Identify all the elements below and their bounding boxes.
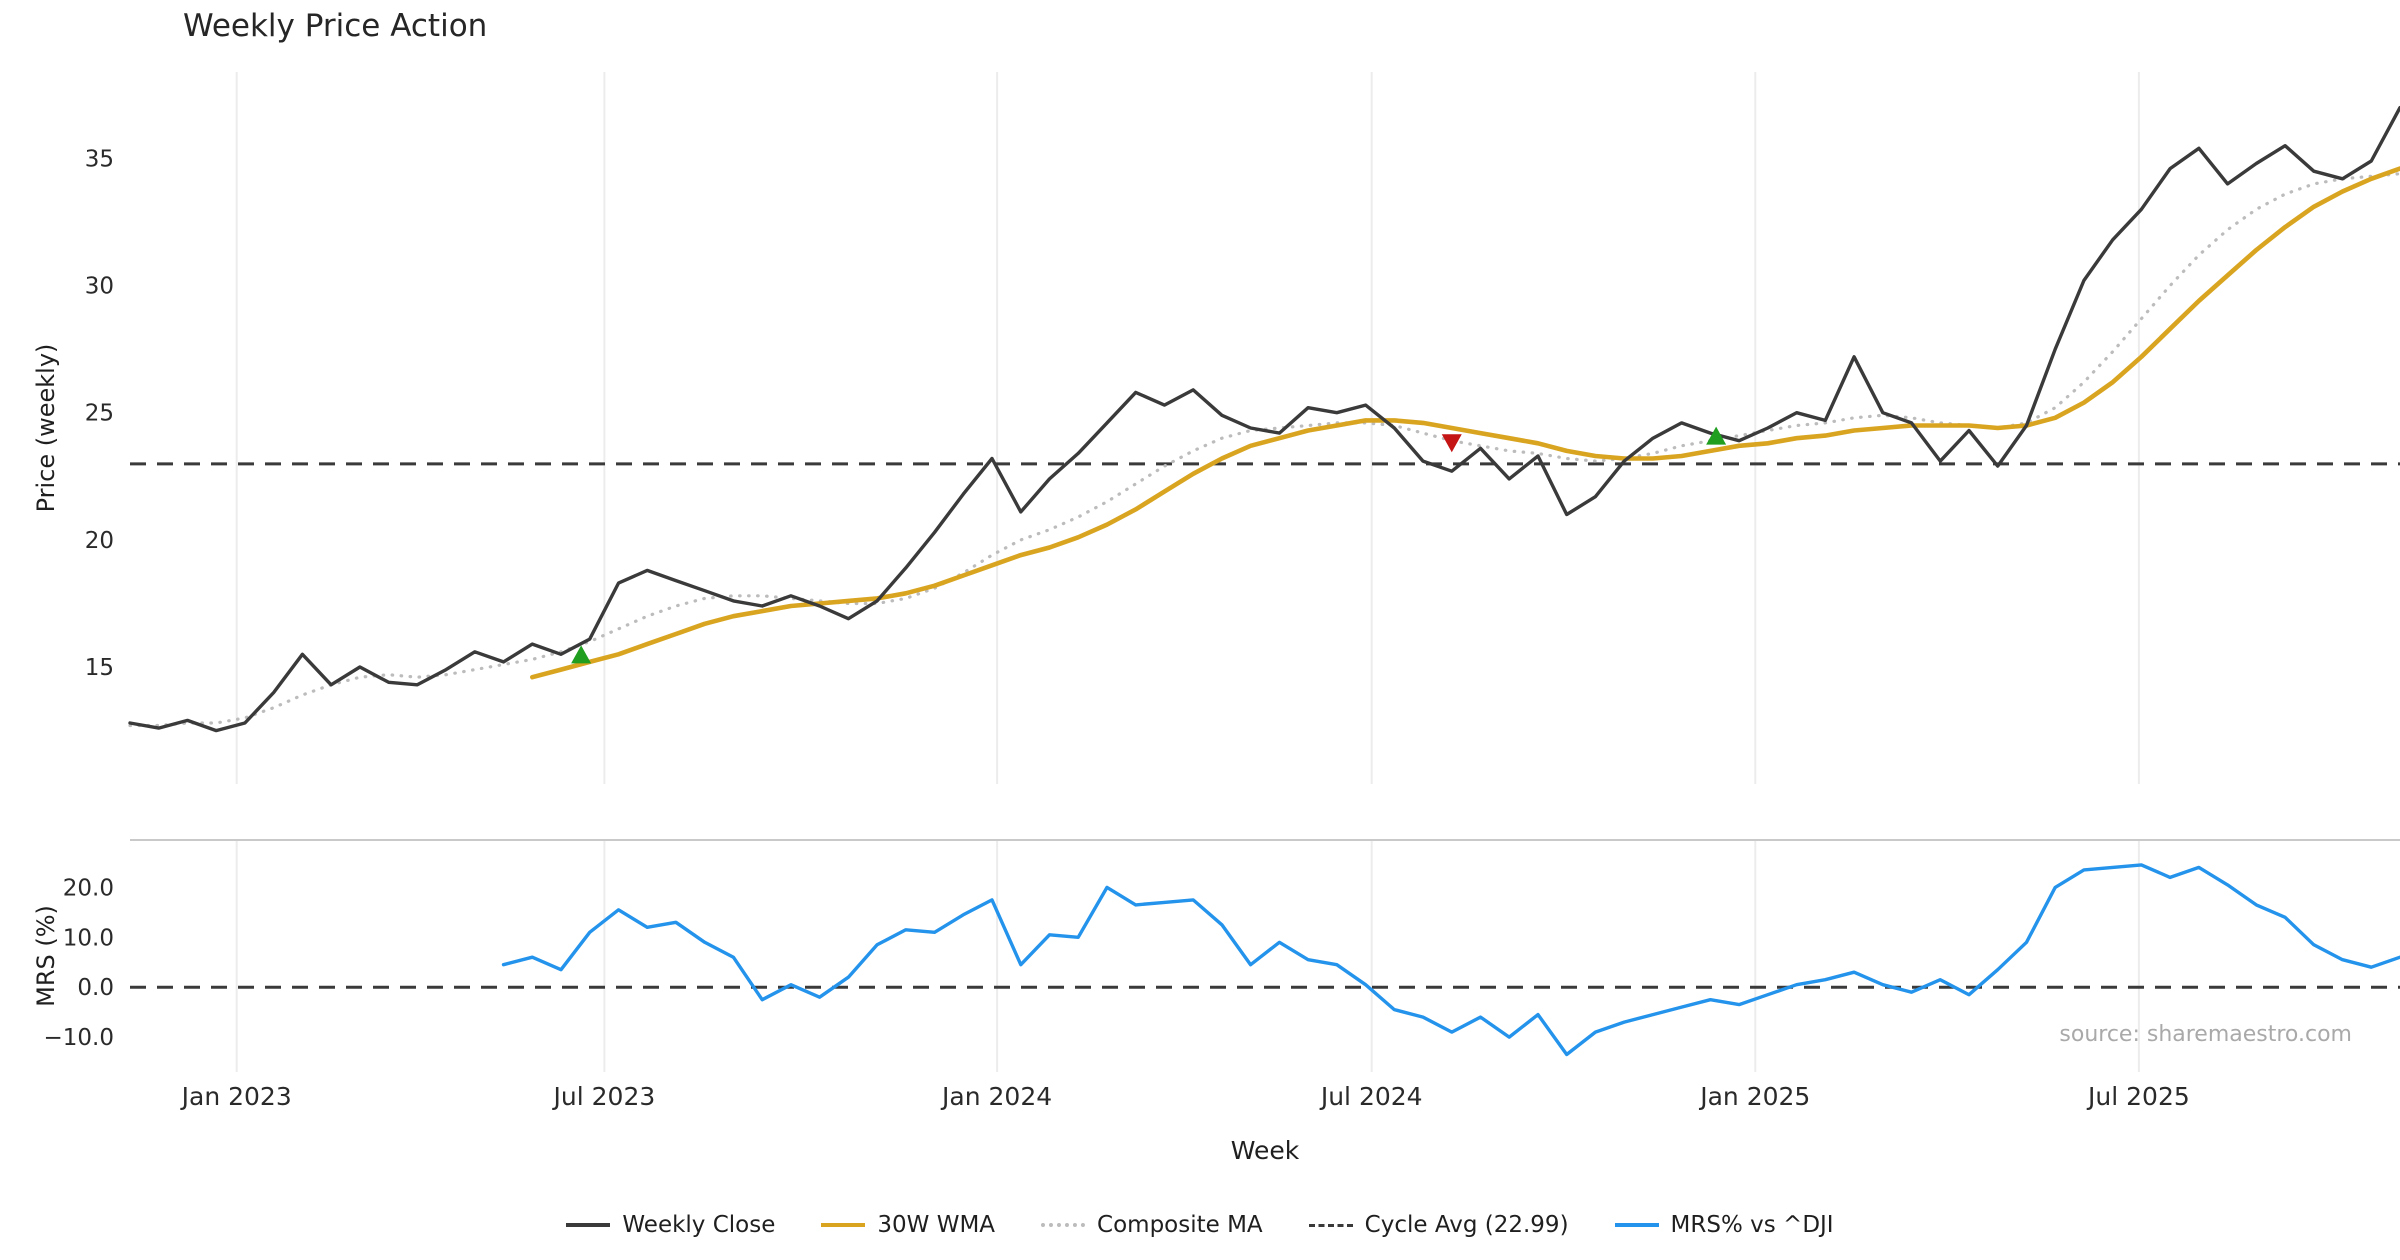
y-tick-label: −10.0 [44, 1025, 114, 1051]
legend-item-30w-wma: 30W WMA [821, 1212, 995, 1238]
x-tick-label: Jan 2023 [180, 1082, 292, 1111]
legend: Weekly Close 30W WMA Composite MA Cycle … [0, 1212, 2400, 1238]
series-mrs-vs-dji [501, 863, 2400, 1057]
legend-item-weekly-close: Weekly Close [566, 1212, 775, 1238]
x-axis-label: Week [1230, 1136, 1300, 1165]
buy-signal-marker [571, 645, 592, 664]
buy-signal-marker [1706, 426, 1727, 445]
chart-title: Weekly Price Action [183, 8, 488, 44]
y-tick-label: 25 [85, 401, 114, 427]
legend-label: Cycle Avg (22.99) [1364, 1212, 1569, 1238]
mrs-axis-label: MRS (%) [32, 905, 60, 1007]
sell-signal-marker [1441, 434, 1462, 453]
legend-label: Weekly Close [622, 1212, 776, 1238]
y-tick-label: 15 [85, 655, 114, 681]
composite-ma-line-swatch [1041, 1223, 1086, 1227]
y-tick-label: 10.0 [63, 925, 114, 951]
legend-item-cycle-avg: Cycle Avg (22.99) [1308, 1212, 1569, 1238]
price-axis-label: Price (weekly) [32, 343, 60, 513]
x-tick-label: Jan 2025 [1698, 1082, 1810, 1111]
mrs-line-swatch [1614, 1223, 1659, 1227]
x-tick-label: Jan 2024 [940, 1082, 1052, 1111]
legend-item-composite-ma: Composite MA [1041, 1212, 1263, 1238]
legend-label: Composite MA [1097, 1212, 1263, 1238]
x-tick-label: Jul 2024 [1319, 1082, 1423, 1111]
weekly-close-line-swatch [566, 1223, 611, 1227]
wma-line-swatch [821, 1223, 866, 1227]
y-tick-label: 20 [85, 528, 114, 554]
y-tick-label: 30 [85, 274, 114, 300]
series-30w-wma [530, 166, 2400, 680]
y-tick-label: 35 [85, 147, 114, 173]
cycle-avg-line-swatch [1308, 1223, 1353, 1227]
series-weekly-close [128, 105, 2400, 733]
legend-label: 30W WMA [877, 1212, 996, 1238]
legend-label: MRS% vs ^DJI [1670, 1212, 1834, 1238]
source-attribution: source: sharemaestro.com [2059, 1022, 2352, 1047]
legend-item-mrs: MRS% vs ^DJI [1614, 1212, 1834, 1238]
series-composite-ma [128, 172, 2400, 728]
y-tick-label: 0.0 [77, 975, 114, 1001]
x-tick-label: Jul 2025 [2086, 1082, 2190, 1111]
x-tick-label: Jul 2023 [552, 1082, 656, 1111]
y-tick-label: 20.0 [63, 875, 114, 901]
